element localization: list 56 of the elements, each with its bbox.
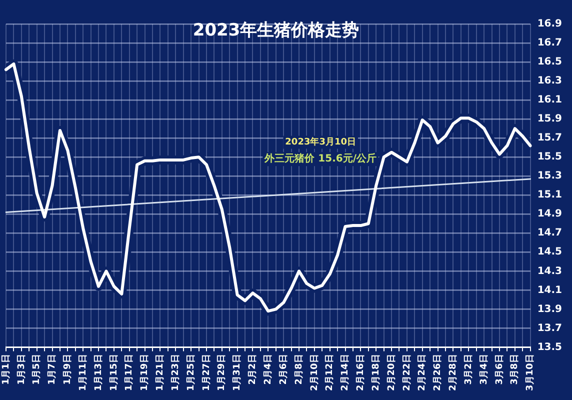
x-tick-label: 1月7日	[46, 354, 58, 385]
x-tick-label: 1月31日	[232, 354, 243, 392]
y-tick-label: 16.1	[537, 94, 562, 106]
y-tick-label: 14.7	[537, 228, 562, 239]
y-tick-label: 15.3	[537, 170, 562, 182]
x-tick-label: 1月11日	[77, 354, 88, 392]
x-tick-label: 1月15日	[108, 354, 120, 392]
y-tick-label: 15.5	[537, 152, 562, 163]
x-tick-label: 2月4日	[262, 354, 274, 385]
y-tick-label: 14.9	[537, 208, 562, 220]
x-tick-label: 2月6日	[278, 354, 289, 385]
y-tick-label: 16.7	[537, 38, 562, 49]
x-tick-label: 1月27日	[200, 354, 212, 392]
x-tick-label: 2月16日	[355, 354, 366, 392]
y-tick-label: 14.3	[537, 266, 562, 277]
x-tick-label: 2月28日	[448, 354, 459, 392]
x-tick-label: 3月2日	[462, 354, 474, 385]
x-tick-label: 2月18日	[370, 354, 382, 392]
y-tick-label: 16.3	[537, 76, 562, 87]
x-tick-label: 1月17日	[124, 354, 135, 392]
x-tick-label: 1月1日	[0, 354, 12, 385]
x-tick-label: 1月29日	[216, 354, 228, 392]
x-tick-label: 2月8日	[293, 354, 304, 385]
x-tick-label: 2月26日	[432, 354, 444, 392]
x-tick-label: 2月10日	[308, 354, 320, 392]
x-tick-label: 1月25日	[185, 354, 196, 392]
x-tick-label: 3月8日	[509, 354, 520, 385]
y-tick-label: 15.1	[537, 190, 562, 201]
x-tick-label: 3月4日	[478, 354, 490, 385]
x-tick-label: 3月10日	[524, 354, 536, 392]
y-tick-label: 16.5	[537, 56, 562, 68]
x-tick-label: 2月22日	[401, 354, 412, 392]
x-tick-label: 2月14日	[340, 354, 351, 392]
y-tick-label: 14.1	[537, 284, 562, 296]
y-tick-label: 14.5	[537, 246, 562, 258]
x-tick-label: 3月6日	[494, 354, 505, 385]
annotation: 外三元猪价 15.6元/公斤	[264, 152, 377, 165]
x-tick-label: 1月13日	[92, 354, 104, 392]
y-tick-label: 13.7	[537, 322, 562, 334]
x-tick-label: 1月9日	[62, 354, 74, 385]
x-tick-label: 2月20日	[386, 354, 397, 392]
y-tick-label: 15.7	[537, 132, 562, 144]
x-tick-label: 2月12日	[324, 354, 336, 392]
x-tick-label: 1月5日	[31, 354, 42, 385]
y-tick-label: 13.5	[537, 342, 562, 353]
x-tick-label: 1月23日	[170, 354, 181, 392]
y-tick-label: 16.9	[537, 18, 562, 30]
x-tick-label: 2月2日	[247, 354, 258, 385]
x-tick-label: 1月21日	[154, 354, 166, 392]
chart-title: 2023年生猪价格走势	[192, 20, 360, 40]
x-tick-label: 2月24日	[416, 354, 428, 392]
y-tick-label: 13.9	[537, 304, 562, 315]
x-tick-label: 1月3日	[16, 354, 27, 385]
y-tick-label: 15.9	[537, 114, 562, 125]
x-tick-label: 1月19日	[139, 354, 150, 392]
annotation: 2023年3月10日	[285, 136, 356, 148]
